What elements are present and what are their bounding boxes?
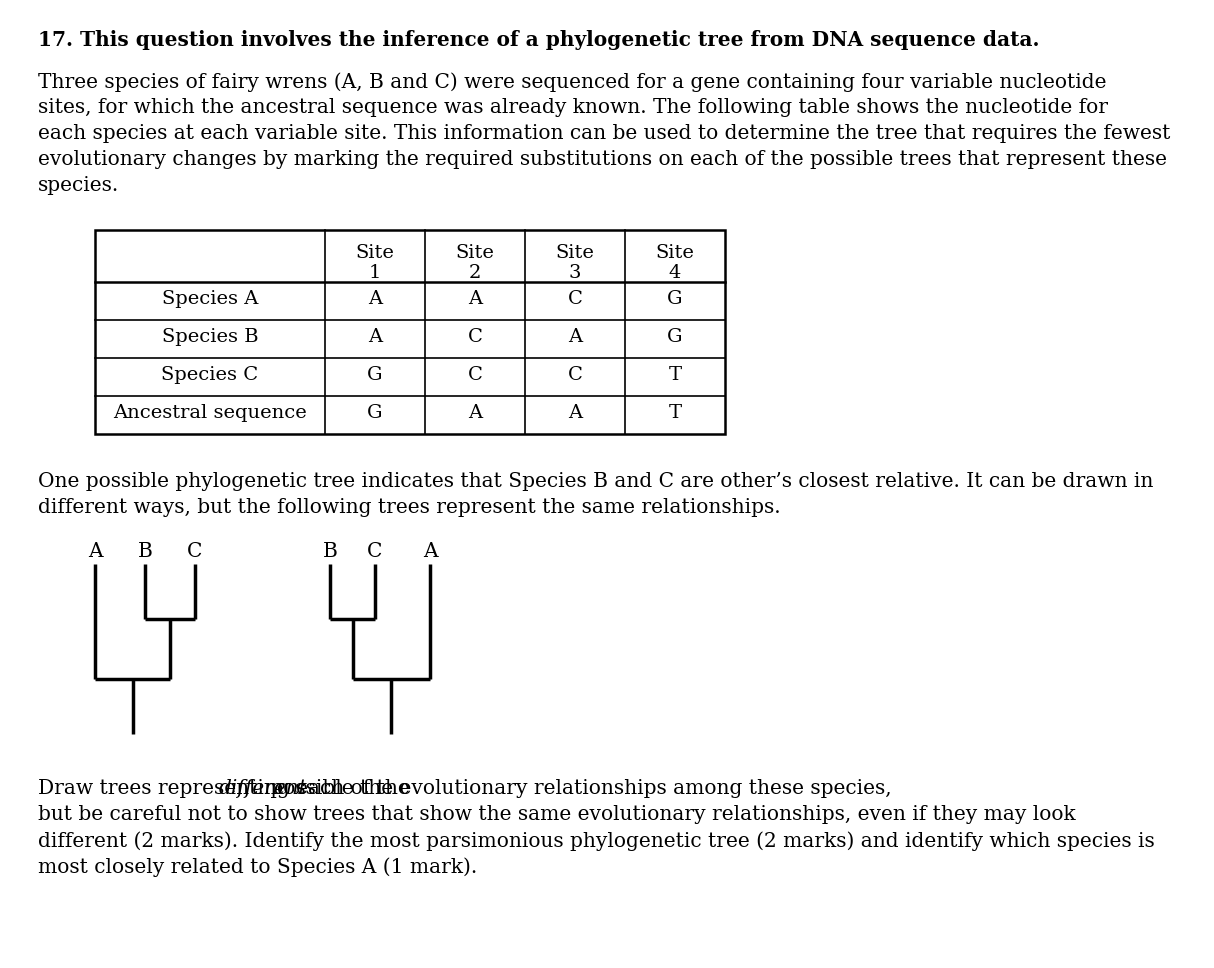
Bar	[95, 230, 725, 434]
Text: 4: 4	[669, 264, 681, 282]
Text: C: C	[467, 328, 482, 346]
Text: G: G	[368, 404, 382, 422]
Text: Draw trees representing each of the: Draw trees representing each of the	[38, 779, 416, 798]
Text: G: G	[668, 328, 682, 346]
Text: G: G	[368, 366, 382, 384]
Text: Site: Site	[356, 244, 395, 262]
Text: C: C	[568, 290, 583, 308]
Text: C: C	[467, 366, 482, 384]
Text: sites, for which the ancestral sequence was already known. The following table s: sites, for which the ancestral sequence …	[38, 98, 1108, 117]
Text: One possible phylogenetic tree indicates that Species B and C are other’s closes: One possible phylogenetic tree indicates…	[38, 472, 1153, 491]
Text: 3: 3	[568, 264, 582, 282]
Text: different: different	[219, 779, 307, 798]
Text: A: A	[568, 328, 582, 346]
Text: G: G	[668, 290, 682, 308]
Text: Three species of fairy wrens (A, B and C) were sequenced for a gene containing f: Three species of fairy wrens (A, B and C…	[38, 72, 1106, 92]
Text: A: A	[87, 542, 102, 561]
Text: but be careful not to show trees that show the same evolutionary relationships, : but be careful not to show trees that sh…	[38, 805, 1076, 824]
Text: B: B	[137, 542, 153, 561]
Text: C: C	[187, 542, 203, 561]
Text: Species C: Species C	[161, 366, 259, 384]
Text: different (2 marks). Identify the most parsimonious phylogenetic tree (2 marks) : different (2 marks). Identify the most p…	[38, 831, 1155, 851]
Text: A: A	[568, 404, 582, 422]
Text: A: A	[467, 404, 482, 422]
Text: A: A	[368, 290, 382, 308]
Text: Site: Site	[455, 244, 494, 262]
Text: evolutionary changes by marking the required substitutions on each of the possib: evolutionary changes by marking the requ…	[38, 150, 1167, 169]
Text: A: A	[467, 290, 482, 308]
Text: T: T	[669, 366, 681, 384]
Text: B: B	[323, 542, 337, 561]
Text: most closely related to Species A (1 mark).: most closely related to Species A (1 mar…	[38, 857, 477, 877]
Text: A: A	[368, 328, 382, 346]
Text: C: C	[368, 542, 382, 561]
Text: 2: 2	[469, 264, 481, 282]
Text: 17. This question involves the inference of a phylogenetic tree from DNA sequenc: 17. This question involves the inference…	[38, 30, 1039, 50]
Text: C: C	[568, 366, 583, 384]
Text: Site: Site	[656, 244, 694, 262]
Text: A: A	[422, 542, 437, 561]
Text: Site: Site	[556, 244, 595, 262]
Text: Species A: Species A	[161, 290, 259, 308]
Text: T: T	[669, 404, 681, 422]
Text: different ways, but the following trees represent the same relationships.: different ways, but the following trees …	[38, 498, 781, 517]
Text: possible the evolutionary relationships among these species,: possible the evolutionary relationships …	[263, 779, 891, 798]
Text: species.: species.	[38, 176, 119, 195]
Text: Ancestral sequence: Ancestral sequence	[113, 404, 307, 422]
Text: each species at each variable site. This information can be used to determine th: each species at each variable site. This…	[38, 124, 1170, 143]
Text: Species B: Species B	[161, 328, 259, 346]
Text: 1: 1	[369, 264, 381, 282]
